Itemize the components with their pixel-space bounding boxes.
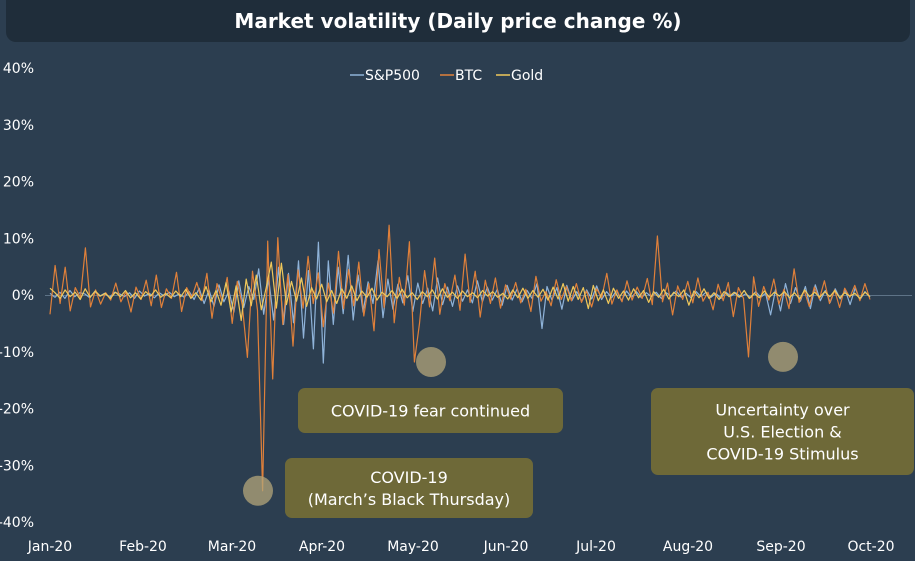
- annotation-text: Uncertainty over: [715, 401, 850, 420]
- legend-label: Gold: [511, 68, 543, 84]
- y-tick-label: -20%: [0, 402, 34, 418]
- y-tick-label: 10%: [3, 231, 34, 247]
- x-tick-label: Jun-20: [483, 539, 529, 555]
- y-tick-label: -30%: [0, 458, 34, 474]
- annotation-box: [298, 388, 563, 433]
- y-axis: 40% 30% 20% 10% 0% -10% -20% -30% -40%: [0, 61, 34, 531]
- x-tick-label: Apr-20: [299, 539, 345, 555]
- annotation-text: COVID-19: [370, 468, 448, 487]
- legend-label: S&P500: [365, 68, 420, 84]
- x-tick-label: Mar-20: [208, 539, 256, 555]
- y-tick-label: -10%: [0, 345, 34, 361]
- y-tick-label: 40%: [3, 61, 34, 77]
- chart-title: Market volatility (Daily price change %): [234, 9, 682, 33]
- y-tick-label: 30%: [3, 118, 34, 134]
- x-tick-label: May-20: [387, 539, 439, 555]
- x-tick-label: Jul-20: [575, 539, 616, 555]
- y-tick-label: 0%: [12, 288, 34, 304]
- annotation-box: [285, 458, 533, 518]
- x-tick-label: Aug-20: [663, 539, 713, 555]
- y-tick-label: 20%: [3, 175, 34, 191]
- series-lines: [49, 224, 871, 492]
- series-line-gold: [49, 261, 871, 322]
- annotation-text: COVID-19 Stimulus: [706, 445, 858, 464]
- annotation-marker: [243, 475, 273, 506]
- legend-label: BTC: [455, 68, 482, 84]
- chart-title-bar: Market volatility (Daily price change %): [6, 0, 910, 42]
- series-line-sp500: [49, 241, 871, 364]
- annotation-text: U.S. Election &: [723, 423, 842, 442]
- annotation-text: COVID-19 fear continued: [331, 402, 530, 421]
- series-line-btc: [49, 224, 871, 492]
- annotation-marker: [416, 346, 446, 377]
- y-tick-label: -40%: [0, 515, 34, 531]
- annotation-marker: [768, 341, 798, 372]
- x-tick-label: Feb-20: [119, 539, 167, 555]
- x-tick-label: Sep-20: [756, 539, 805, 555]
- x-tick-label: Jan-20: [27, 539, 72, 555]
- annotations: COVID-19 (March’s Black Thursday) COVID-19…: [285, 388, 914, 518]
- annotation-text: (March’s Black Thursday): [308, 490, 511, 509]
- x-tick-label: Oct-20: [847, 539, 894, 555]
- annotation-markers: [243, 341, 798, 506]
- legend: S&P500 BTC Gold: [350, 68, 543, 84]
- annotation-box: [651, 388, 914, 475]
- x-axis: Jan-20 Feb-20 Mar-20 Apr-20 May-20 Jun-20 Jul-…: [27, 539, 895, 555]
